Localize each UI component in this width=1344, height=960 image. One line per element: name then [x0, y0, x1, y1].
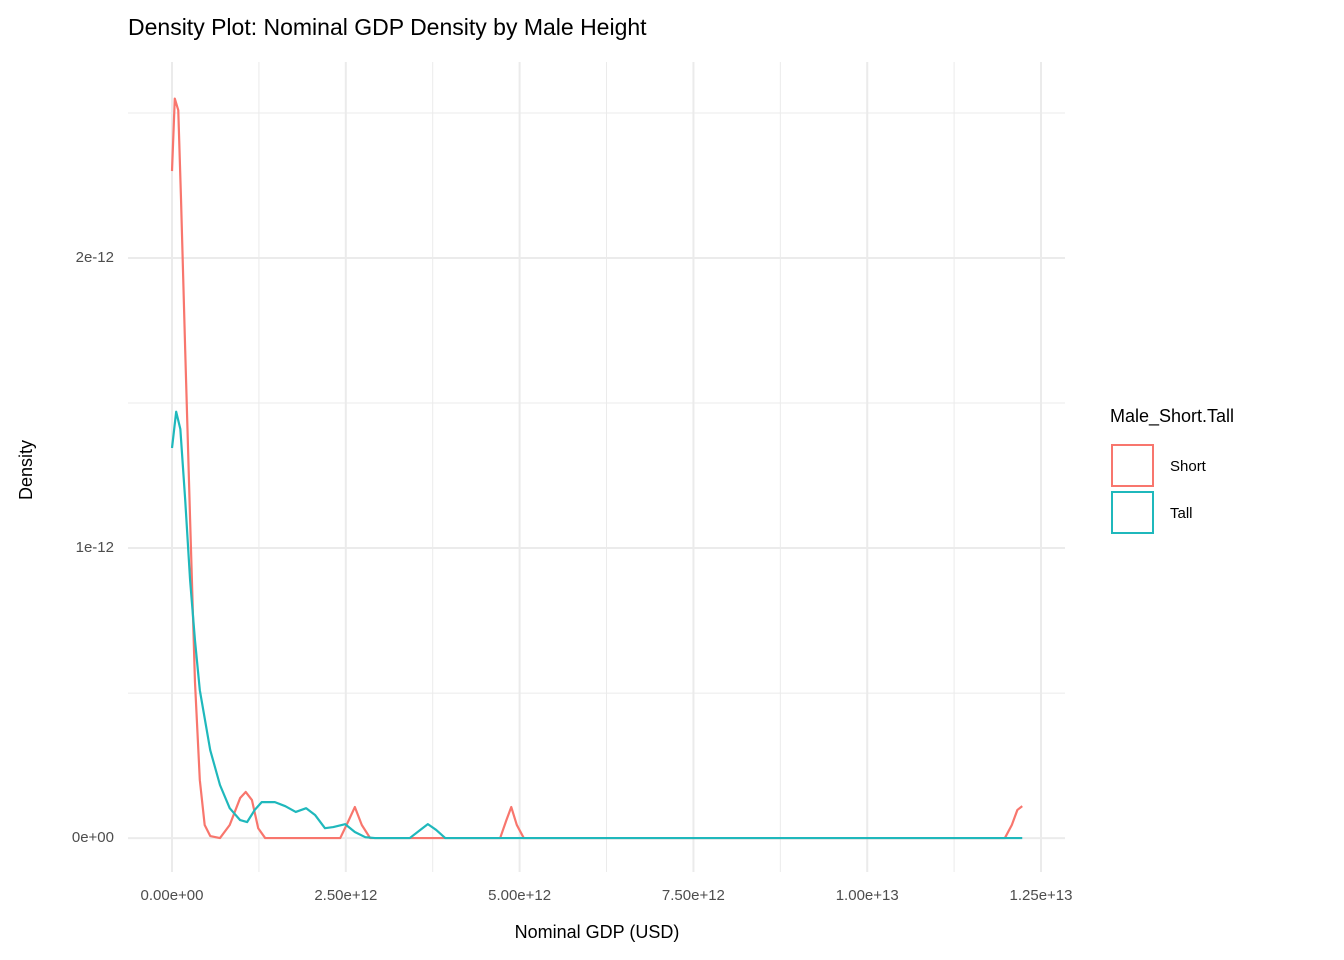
- y-tick-label: 0e+00: [72, 829, 114, 846]
- x-tick-label: 1.00e+13: [836, 887, 899, 904]
- y-axis-title: Density: [16, 440, 36, 500]
- legend-key: [1111, 444, 1154, 487]
- x-tick-label: 7.50e+12: [662, 887, 725, 904]
- x-tick-label: 5.00e+12: [488, 887, 551, 904]
- x-tick-label: 1.25e+13: [1010, 887, 1073, 904]
- legend-label: Short: [1170, 458, 1207, 475]
- y-tick-label: 1e-12: [76, 539, 114, 556]
- legend-label: Tall: [1170, 505, 1193, 522]
- legend-title: Male_Short.Tall: [1110, 406, 1234, 427]
- density-line: [170, 97, 1023, 840]
- chart-title: Density Plot: Nominal GDP Density by Mal…: [128, 14, 647, 40]
- density-line: [170, 410, 1023, 840]
- x-axis-title: Nominal GDP (USD): [515, 922, 680, 942]
- legend-key: [1111, 491, 1154, 534]
- y-tick-label: 2e-12: [76, 249, 114, 266]
- x-tick-label: 0.00e+00: [141, 887, 204, 904]
- x-tick-label: 2.50e+12: [314, 887, 377, 904]
